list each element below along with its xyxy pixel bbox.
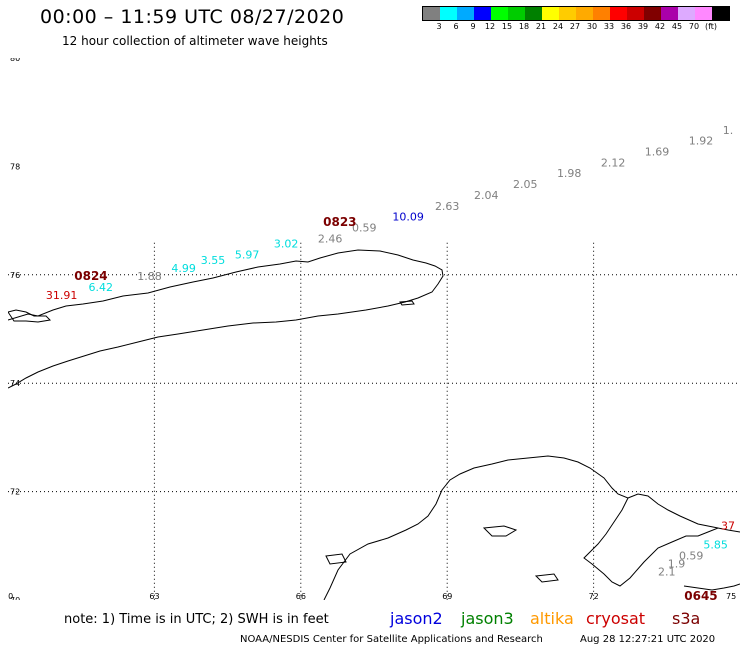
coastline-east (683, 583, 740, 591)
wave-height-observation: 5.85 (703, 539, 728, 552)
map-canvas: 807876747270606366697275 1.1.921.692.121… (3, 54, 740, 605)
colorbar-swatch (593, 7, 610, 20)
colorbar-label: (ft) (704, 22, 718, 31)
colorbar-label: 18 (518, 22, 530, 31)
map-title: 00:00 – 11:59 UTC 08/27/2020 (40, 6, 345, 28)
legend-cryosat: cryosat (586, 609, 646, 628)
longitude-label: 69 (442, 592, 452, 600)
colorbar-swatch (627, 7, 644, 20)
wave-height-observation: 3.55 (201, 254, 226, 267)
colorbar-label: 45 (671, 22, 683, 31)
coastline-islet-2 (482, 525, 518, 537)
map-area: 807876747270606366697275 1.1.921.692.121… (3, 54, 740, 605)
latitude-label: 76 (10, 271, 20, 280)
colorbar-label: 42 (654, 22, 666, 31)
wave-height-observation: 2.46 (318, 232, 343, 245)
colorbar-swatch (542, 7, 559, 20)
coastline-islet (399, 300, 415, 306)
coastline-west-tip (7, 309, 52, 323)
latitude-label: 78 (10, 162, 20, 171)
legend-jason2: jason2 (390, 609, 443, 628)
colorbar-swatch (457, 7, 474, 20)
longitude-label: 63 (149, 592, 159, 600)
colorbar-swatch (491, 7, 508, 20)
latitude-label: 80 (10, 58, 20, 63)
colorbar-swatch (559, 7, 576, 20)
colorbar-swatch (440, 7, 457, 20)
longitude-label: 66 (296, 592, 306, 600)
colorbar-swatch (423, 7, 440, 20)
colorbar-swatch (474, 7, 491, 20)
colorbar-swatch (661, 7, 678, 20)
graticule (8, 242, 740, 600)
wave-height-observation: 5.97 (235, 249, 260, 262)
wave-height-observation: 10.09 (392, 211, 424, 224)
wave-height-colorbar (422, 6, 730, 21)
wave-height-observation: 1.9 (668, 557, 686, 570)
wave-height-observation: 1.88 (137, 270, 162, 283)
wave-height-observation: 0.59 (352, 221, 377, 234)
colorbar-label: 24 (552, 22, 564, 31)
latitude-label: 74 (10, 379, 20, 388)
wave-height-observation: 4.99 (171, 262, 196, 275)
footer-credit: NOAA/NESDIS Center for Satellite Applica… (240, 634, 543, 645)
wave-height-observation: 37 (721, 520, 735, 533)
wave-height-observation: 2.04 (474, 189, 499, 202)
colorbar-label: 30 (586, 22, 598, 31)
legend-altika: altika (530, 609, 574, 628)
colorbar-label: 15 (501, 22, 513, 31)
colorbar-swatch (508, 7, 525, 20)
longitude-label: 72 (589, 592, 599, 600)
track-time-label: 0645 (684, 589, 717, 600)
colorbar-swatch (610, 7, 627, 20)
track-time-label: 0824 (74, 269, 107, 283)
wave-height-observation: 6.42 (88, 281, 113, 294)
map-subtitle: 12 hour collection of altimeter wave hei… (62, 34, 328, 48)
colorbar-label: 33 (603, 22, 615, 31)
wave-height-observation: 0.59 (679, 549, 704, 562)
colorbar-labels: 3 6 9 12 15 18 21 24 27 30 33 36 39 42 45 70 (ft) (422, 22, 740, 34)
colorbar-label: 9 (470, 22, 476, 31)
wave-height-observation: 31.91 (46, 289, 78, 302)
footer-timestamp: Aug 28 12:27:21 UTC 2020 (580, 634, 716, 645)
coastline (7, 249, 740, 601)
colorbar-swatch (695, 7, 712, 20)
colorbar-swatch (644, 7, 661, 20)
legend-jason3: jason3 (461, 609, 514, 628)
wave-height-observation: 1. (723, 124, 734, 137)
colorbar-swatch (525, 7, 542, 20)
colorbar-label: 21 (535, 22, 547, 31)
wave-height-observation: 2.1 (658, 566, 676, 579)
colorbar-swatch (678, 7, 695, 20)
coastline-yamal (323, 455, 740, 601)
longitude-label: 75 (726, 592, 736, 600)
colorbar-swatch (576, 7, 593, 20)
colorbar-swatch (712, 7, 729, 20)
latitude-label: 72 (10, 488, 20, 497)
wave-height-observation: 1.98 (557, 167, 582, 180)
colorbar-label: 27 (569, 22, 581, 31)
colorbar-label: 12 (484, 22, 496, 31)
coastline-islet-3 (534, 573, 559, 583)
longitude-label: 60 (8, 592, 13, 600)
colorbar-label: 6 (453, 22, 459, 31)
colorbar-label: 39 (637, 22, 649, 31)
coastline-islet-4 (325, 553, 347, 565)
colorbar-label: 3 (436, 22, 442, 31)
coastline-bay (627, 493, 719, 529)
legend-s3a: s3a (672, 609, 701, 628)
wave-height-observation: 1.92 (689, 135, 714, 148)
colorbar-label: 70 (688, 22, 700, 31)
observations-layer: 1.1.921.692.121.982.052.042.6310.090.592… (46, 124, 735, 603)
colorbar-label: 36 (620, 22, 632, 31)
wave-height-observation: 2.05 (513, 178, 538, 191)
wave-height-observation: 1.69 (645, 146, 670, 159)
wave-height-observation: 2.12 (601, 156, 626, 169)
wave-height-observation: 2.63 (435, 200, 460, 213)
footer-note: note: 1) Time is in UTC; 2) SWH is in fe… (64, 612, 329, 627)
track-time-label: 0823 (323, 215, 356, 229)
coastline-novaya-zemlya (7, 249, 444, 389)
grid-labels: 807876747270606366697275 (3, 54, 736, 605)
wave-height-observation: 3.02 (274, 238, 299, 251)
